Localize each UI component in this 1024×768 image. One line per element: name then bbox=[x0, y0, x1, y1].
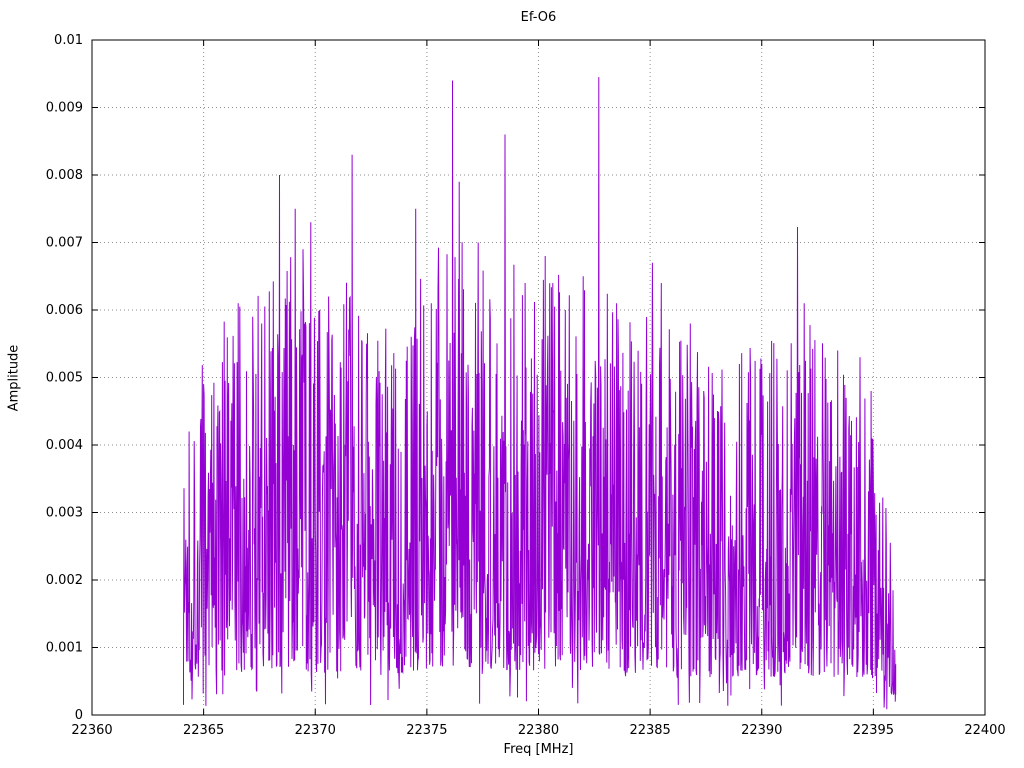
series-line bbox=[183, 77, 897, 710]
y-tick-label: 0.007 bbox=[46, 236, 83, 251]
y-tick-label: 0 bbox=[75, 708, 83, 723]
y-tick-label: 0.01 bbox=[54, 33, 83, 48]
x-tick-label: 22395 bbox=[853, 723, 894, 738]
x-axis-label: Freq [MHz] bbox=[503, 742, 574, 757]
x-tick-label: 22380 bbox=[518, 723, 559, 738]
y-tick-label: 0.003 bbox=[46, 506, 83, 521]
x-tick-label: 22365 bbox=[183, 723, 224, 738]
y-tick-label: 0.009 bbox=[46, 101, 83, 116]
y-tick-label: 0.006 bbox=[46, 303, 83, 318]
x-tick-label: 22390 bbox=[741, 723, 782, 738]
y-tick-label: 0.008 bbox=[46, 168, 83, 183]
x-tick-label: 22370 bbox=[295, 723, 336, 738]
x-tick-label: 22385 bbox=[629, 723, 670, 738]
x-tick-label: 22375 bbox=[406, 723, 447, 738]
chart-title: Ef-O6 bbox=[520, 10, 557, 25]
y-tick-label: 0.002 bbox=[46, 573, 83, 588]
x-tick-label: 22360 bbox=[71, 723, 112, 738]
y-tick-label: 0.005 bbox=[46, 371, 83, 386]
x-tick-label: 22400 bbox=[964, 723, 1005, 738]
y-tick-label: 0.004 bbox=[46, 438, 83, 453]
y-tick-label: 0.001 bbox=[46, 641, 83, 656]
